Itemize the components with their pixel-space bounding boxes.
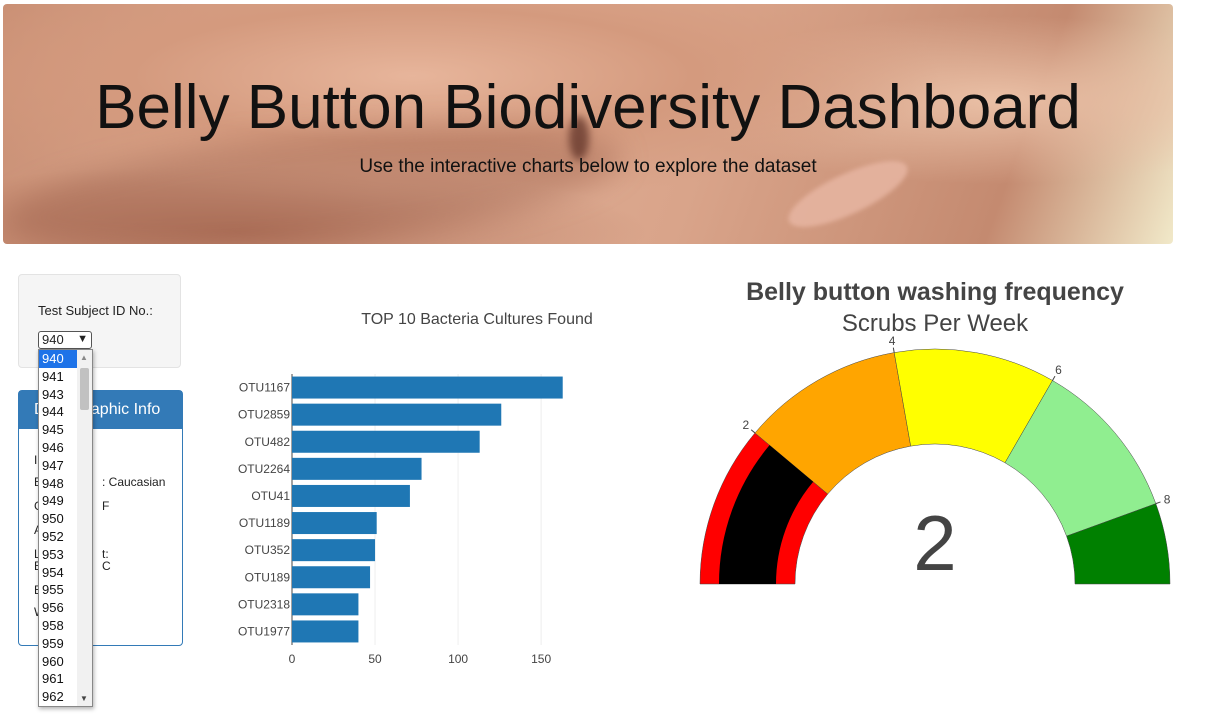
subject-selector-label: Test Subject ID No.: [38, 303, 153, 318]
dropdown-scrollbar[interactable]: ▲ ▼ [77, 350, 92, 706]
x-tick-label: 150 [531, 652, 551, 666]
y-tick-label: OTU1189 [239, 516, 290, 530]
demographic-row-key: L [34, 547, 41, 561]
gauge-value-bar [719, 445, 814, 584]
demographic-row: Lt: [34, 547, 109, 561]
y-tick-label: OTU41 [251, 489, 290, 503]
dropdown-option[interactable]: 945 [42, 422, 64, 438]
gauge-tick [892, 347, 895, 353]
bar[interactable] [292, 403, 502, 426]
dropdown-option[interactable]: 956 [42, 600, 64, 616]
dropdown-option[interactable]: 940 [39, 350, 78, 368]
dropdown-option[interactable]: 946 [42, 439, 64, 455]
gauge-chart-svg: Belly button washing frequency Scrubs Per… [699, 278, 1171, 587]
bar[interactable] [292, 512, 377, 535]
page-subtitle: Use the interactive charts below to expl… [359, 156, 817, 177]
x-tick-label: 0 [289, 652, 296, 666]
dropdown-option[interactable]: 953 [42, 546, 64, 562]
y-tick-label: OTU189 [245, 570, 291, 584]
bar[interactable] [292, 430, 480, 453]
demographic-row-value: : Caucasian [102, 475, 166, 489]
demographic-row-value: t: [102, 547, 109, 561]
demographic-row-key: I [34, 453, 38, 467]
scrollbar-thumb[interactable] [80, 368, 89, 410]
y-tick-label: OTU1167 [239, 381, 290, 395]
banner-image-navel [569, 116, 589, 160]
subject-id-select[interactable]: 940 ▼ [38, 331, 92, 349]
y-tick-label: OTU1977 [238, 624, 290, 638]
dropdown-option[interactable]: 960 [42, 653, 64, 669]
subject-id-dropdown-list[interactable]: 940 941 943 944 945 946 947 948 949 950 952 953 954 9… [38, 349, 93, 707]
top10-bar-chart: TOP 10 Bacteria Cultures Found 0 50 100 150 O… [200, 290, 620, 670]
y-tick-label: OTU2318 [238, 597, 290, 611]
bar[interactable] [292, 539, 376, 562]
gauge-subtitle: Scrubs Per Week [842, 310, 1029, 337]
gauge-title: Belly button washing frequency [746, 278, 1124, 306]
bar[interactable] [292, 620, 359, 643]
bar-chart-svg: TOP 10 Bacteria Cultures Found 0 50 100 150 O… [238, 311, 593, 666]
gauge-tick [1052, 375, 1056, 381]
dropdown-option[interactable]: 943 [42, 386, 64, 402]
dropdown-option[interactable]: 954 [42, 564, 64, 580]
scroll-up-icon[interactable]: ▲ [80, 353, 88, 362]
dropdown-option[interactable]: 962 [42, 689, 64, 705]
gauge-tick-label: 2 [742, 418, 749, 432]
gauge-tick [750, 429, 756, 434]
dropdown-option[interactable]: 944 [42, 404, 64, 420]
demographic-row-value: F [102, 499, 110, 513]
dropdown-option[interactable]: 958 [42, 617, 64, 633]
header-banner: Belly Button Biodiversity Dashboard Use … [3, 4, 1173, 244]
bar[interactable] [292, 593, 359, 616]
y-tick-label: OTU482 [245, 435, 291, 449]
gauge-tick-label: 6 [1055, 363, 1062, 377]
gauge-tick-label: 4 [889, 334, 896, 348]
demographic-row: I [34, 453, 37, 467]
x-tick-label: 50 [368, 652, 382, 666]
dropdown-option[interactable]: 949 [42, 493, 64, 509]
y-tick-label: OTU2264 [238, 462, 290, 476]
dropdown-option[interactable]: 961 [42, 671, 64, 687]
subject-id-select-value: 940 [42, 332, 64, 347]
y-tick-label: OTU2859 [238, 408, 290, 422]
bar[interactable] [292, 376, 563, 399]
gauge-tick-label: 8 [1164, 493, 1171, 507]
dropdown-option[interactable]: 955 [42, 582, 64, 598]
bar[interactable] [292, 457, 422, 480]
dropdown-option[interactable]: 941 [42, 368, 64, 384]
dropdown-option[interactable]: 947 [42, 457, 64, 473]
gauge-tick [1155, 501, 1161, 505]
gauge-step [1066, 503, 1171, 585]
chevron-down-icon: ▼ [77, 333, 88, 345]
bar[interactable] [292, 566, 371, 589]
y-tick-label: OTU352 [245, 543, 291, 557]
dropdown-option[interactable]: 952 [42, 528, 64, 544]
x-tick-label: 100 [448, 652, 468, 666]
washing-frequency-gauge: Belly button washing frequency Scrubs Per… [690, 270, 1180, 600]
scroll-down-icon[interactable]: ▼ [80, 694, 88, 703]
dropdown-option[interactable]: 948 [42, 475, 64, 491]
demographic-row-value: C [102, 559, 111, 573]
bar[interactable] [292, 484, 410, 507]
page-title: Belly Button Biodiversity Dashboard [95, 73, 1081, 142]
dropdown-option[interactable]: 959 [42, 635, 64, 651]
dropdown-option[interactable]: 950 [42, 511, 64, 527]
gauge-value-number: 2 [913, 499, 956, 587]
bar-chart-title: TOP 10 Bacteria Cultures Found [361, 311, 593, 328]
